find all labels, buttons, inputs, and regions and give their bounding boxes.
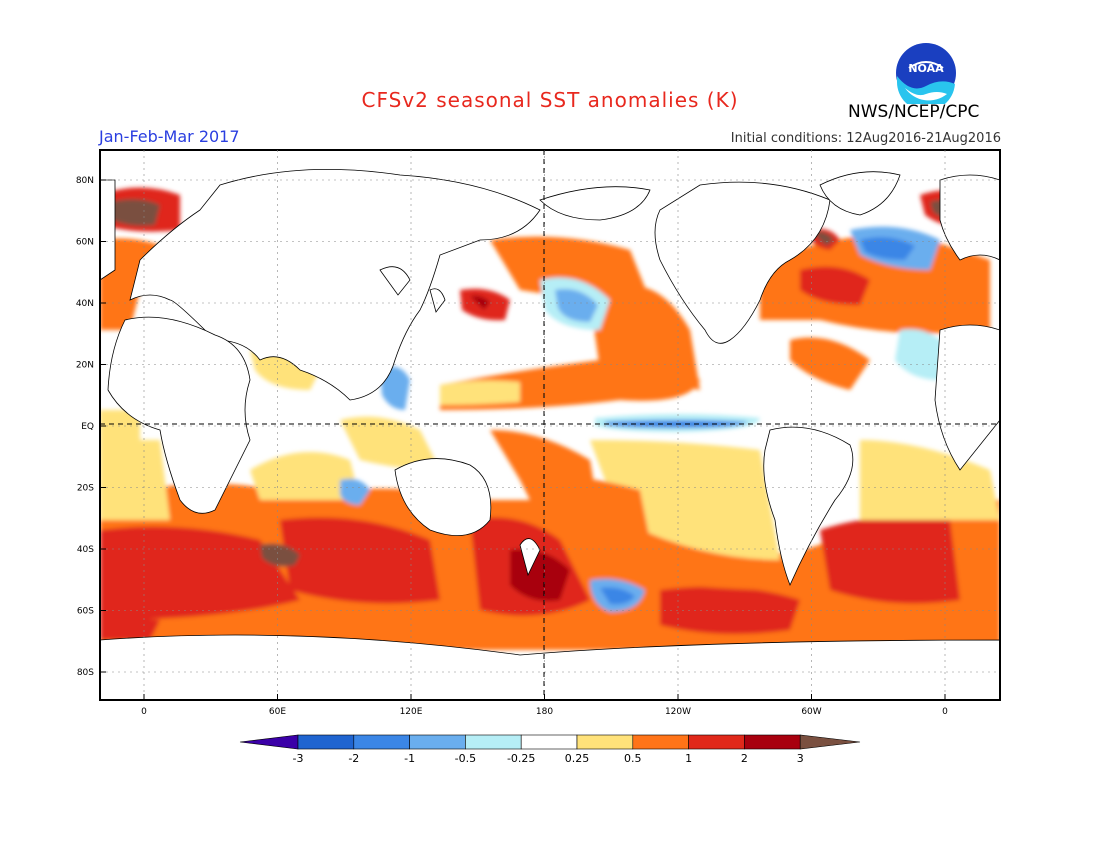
colorbar-label: -0.5 <box>455 752 476 765</box>
lat-tick-label: 80S <box>77 668 94 678</box>
map-frame <box>99 149 1001 701</box>
colorbar-swatch <box>520 734 578 750</box>
lat-tick-label: 80N <box>76 176 94 186</box>
colorbar-swatch <box>465 734 522 750</box>
colorbar-swatch <box>409 734 466 750</box>
continents <box>100 168 1000 700</box>
chart-title: CFSv2 seasonal SST anomalies (K) <box>361 88 739 112</box>
colorbar-swatch <box>353 734 410 750</box>
initial-conditions: Initial conditions: 12Aug2016-21Aug2016 <box>730 131 1001 146</box>
colorbar-label: 0.25 <box>565 752 590 765</box>
colorbar-label: 2 <box>741 752 748 765</box>
colorbar-label: 3 <box>797 752 804 765</box>
colorbar-max-arrow <box>799 734 861 750</box>
lat-tick-label: 20N <box>76 361 94 371</box>
colorbar-swatch <box>632 734 689 750</box>
latitude-tick-labels: 80N 60N 40N 20N EQ 20S 40S 60S 80S <box>76 176 94 678</box>
lon-tick-label: 120E <box>400 707 423 717</box>
lon-tick-label: 180 <box>536 707 553 717</box>
lon-tick-label: 60W <box>801 707 821 717</box>
colorbar-label: -1 <box>404 752 415 765</box>
lon-tick-label: 120W <box>665 707 691 717</box>
colorbar-min-arrow <box>239 734 299 750</box>
forecast-period: Jan-Feb-Mar 2017 <box>99 127 240 146</box>
colorbar-swatch <box>297 734 355 750</box>
lon-tick-label: 0 <box>942 707 948 717</box>
lat-tick-label: 40N <box>76 299 94 309</box>
colorbar: -3 -2 -1 -0.5 -0.25 0.25 0.5 1 2 3 <box>239 734 861 765</box>
svg-text:NOAA: NOAA <box>908 62 944 75</box>
noaa-logo-icon: NOAA <box>896 43 956 104</box>
lat-tick-label: 40S <box>77 545 94 555</box>
colorbar-swatch <box>576 734 634 750</box>
colorbar-label: 0.5 <box>624 752 642 765</box>
longitude-tick-labels: 0 60E 120E 180 120W 60W 0 <box>141 707 948 717</box>
lat-tick-label: 60S <box>77 607 94 617</box>
lat-tick-label: EQ <box>81 422 94 432</box>
lon-tick-label: 60E <box>269 707 286 717</box>
colorbar-label: -3 <box>293 752 304 765</box>
colorbar-label: -2 <box>348 752 359 765</box>
lat-tick-label: 20S <box>77 484 94 494</box>
lon-tick-label: 0 <box>141 707 147 717</box>
colorbar-swatch <box>744 734 801 750</box>
agency-label: NWS/NCEP/CPC <box>848 102 980 122</box>
colorbar-swatch <box>688 734 745 750</box>
lat-tick-label: 60N <box>76 238 94 248</box>
colorbar-label: -0.25 <box>507 752 535 765</box>
anomaly-field <box>100 150 1000 700</box>
colorbar-label: 1 <box>685 752 692 765</box>
